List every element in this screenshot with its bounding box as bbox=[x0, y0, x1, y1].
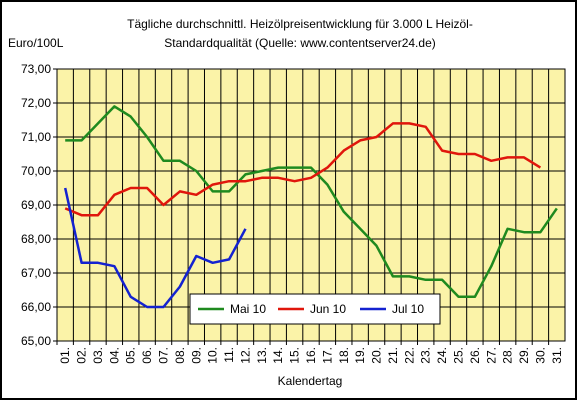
legend-label-jul-10: Jul 10 bbox=[392, 302, 424, 316]
x-tick-label: 21. bbox=[386, 347, 400, 364]
x-tick-label: 01. bbox=[58, 347, 72, 364]
x-tick-label: 19. bbox=[353, 347, 367, 364]
x-tick-label: 12. bbox=[238, 347, 252, 364]
y-tick-label: 72,00 bbox=[21, 96, 51, 110]
chart-title-line2: Standardqualität (Quelle: www.contentser… bbox=[164, 36, 435, 50]
x-tick-label: 04. bbox=[107, 347, 121, 364]
legend-label-mai-10: Mai 10 bbox=[230, 302, 266, 316]
series-group bbox=[63, 105, 558, 309]
x-tick-label: 20. bbox=[370, 347, 384, 364]
y-tick-label: 68,00 bbox=[21, 232, 51, 246]
series-line-mai-10 bbox=[65, 105, 558, 299]
y-ticks: 65,00 66,00 67,00 68,00 69,00 70,00 71,00 72,00… bbox=[21, 62, 57, 348]
legend: Mai 10 Jun 10 Jul 10 bbox=[189, 293, 441, 325]
x-tick-label: 23. bbox=[419, 347, 433, 364]
x-tick-label: 30. bbox=[533, 347, 547, 364]
x-tick-label: 15. bbox=[288, 347, 302, 364]
x-tick-label: 17. bbox=[320, 347, 334, 364]
x-tick-label: 28. bbox=[501, 347, 515, 364]
y-tick-label: 69,00 bbox=[21, 198, 51, 212]
y-tick-label: 66,00 bbox=[21, 300, 51, 314]
y-axis-label: Euro/100L bbox=[8, 36, 64, 50]
x-tick-label: 08. bbox=[173, 347, 187, 364]
x-tick-label: 11. bbox=[222, 347, 236, 363]
x-tick-label: 05. bbox=[124, 347, 138, 364]
series-line-jun-10 bbox=[64, 122, 542, 217]
x-tick-label: 06. bbox=[140, 347, 154, 364]
x-tick-label: 26. bbox=[468, 347, 482, 364]
x-axis-label: Kalendertag bbox=[278, 374, 343, 388]
x-tick-label: 29. bbox=[517, 347, 531, 364]
x-tick-label: 09. bbox=[189, 347, 203, 364]
x-tick-label: 07. bbox=[157, 347, 171, 364]
chart-title-line1: Tägliche durchschnittl. Heizölpreisentwi… bbox=[127, 17, 473, 31]
y-tick-label: 70,00 bbox=[21, 164, 51, 178]
x-tick-label: 18. bbox=[337, 347, 351, 364]
y-tick-label: 71,00 bbox=[21, 130, 51, 144]
x-tick-label: 24. bbox=[435, 347, 449, 364]
legend-box bbox=[189, 293, 441, 325]
x-tick-label: 16. bbox=[304, 347, 318, 364]
y-tick-label: 67,00 bbox=[21, 266, 51, 280]
x-tick-label: 22. bbox=[402, 347, 416, 364]
x-ticks: 01. 02. 03. 04. 05. 06. 07. 08. 09. 10. 11. 12. 13. 1… bbox=[56, 341, 564, 364]
legend-label-jun-10: Jun 10 bbox=[310, 302, 346, 316]
x-tick-label: 31. bbox=[550, 347, 564, 364]
x-tick-label: 10. bbox=[206, 347, 220, 364]
x-tick-label: 27. bbox=[484, 347, 498, 364]
y-tick-label: 65,00 bbox=[21, 334, 51, 348]
series-line-jul-10 bbox=[63, 187, 247, 309]
y-tick-label: 73,00 bbox=[21, 62, 51, 76]
x-tick-label: 03. bbox=[91, 347, 105, 364]
x-tick-label: 02. bbox=[75, 347, 89, 364]
x-tick-label: 25. bbox=[451, 347, 465, 364]
x-tick-label: 14. bbox=[271, 347, 285, 364]
x-tick-label: 13. bbox=[255, 347, 269, 364]
